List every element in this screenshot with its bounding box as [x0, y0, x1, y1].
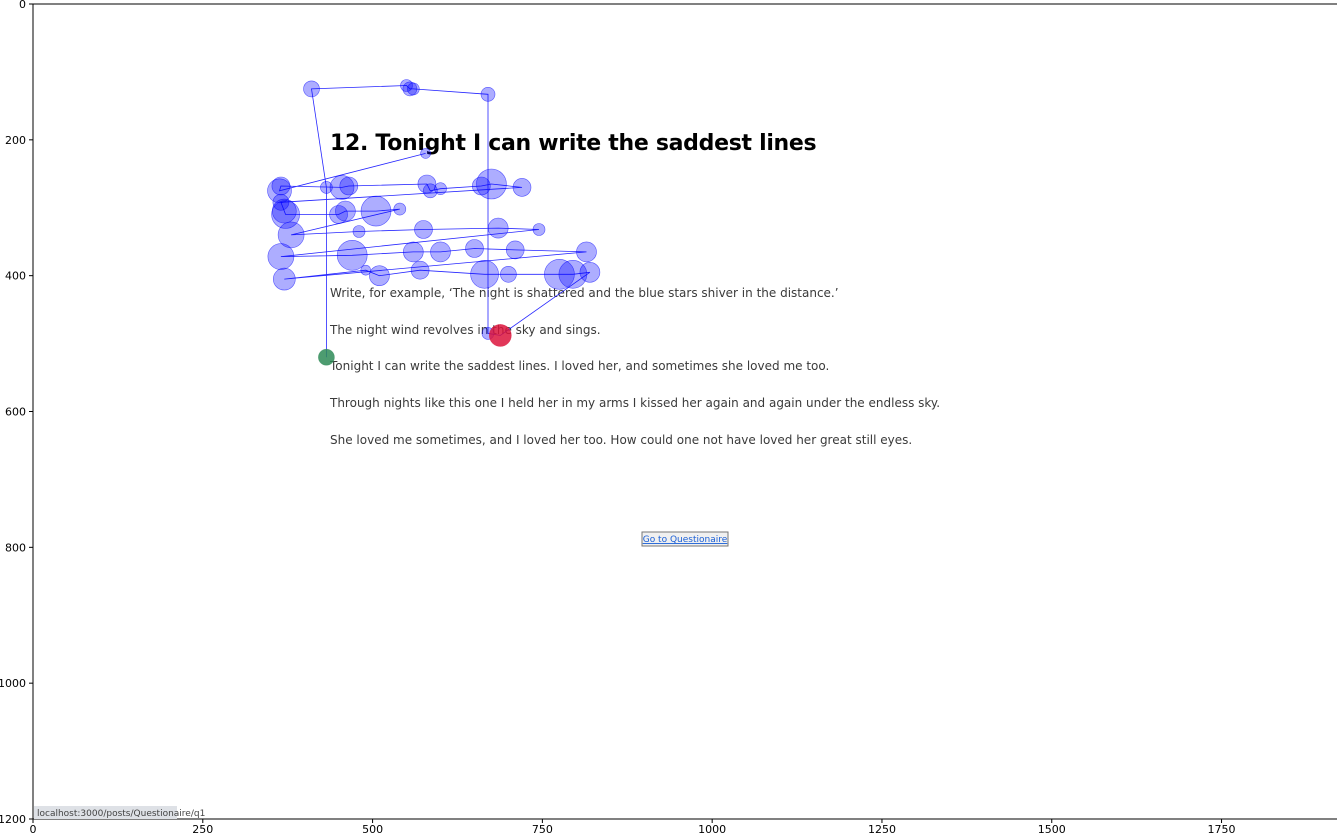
fixation-point: [422, 183, 438, 199]
fixation-point: [267, 178, 292, 204]
fixations: [267, 79, 601, 366]
status-bar: localhost:3000/posts/Questionaire/q1: [34, 806, 205, 819]
status-url: localhost:3000/posts/Questionaire/q1: [37, 809, 205, 819]
fixation-point: [335, 200, 356, 222]
fixation-point: [271, 176, 291, 196]
questionaire-button-label[interactable]: Go to Questionaire: [643, 535, 728, 545]
x-tick-label: 1250: [868, 823, 896, 836]
status-bar-bg: [34, 806, 177, 819]
x-tick-label: 500: [362, 823, 383, 836]
fixation-point: [470, 259, 499, 289]
fixation-point: [272, 267, 296, 291]
page-content: 12. Tonight I can write the saddest line…: [329, 131, 940, 547]
fixation-point: [532, 223, 546, 236]
x-tick-label: 1750: [1208, 823, 1236, 836]
x-tick-label: 1000: [698, 823, 726, 836]
y-tick-label: 800: [5, 541, 26, 554]
fixation-point: [320, 181, 333, 194]
poem-line: Through nights like this one I held her …: [329, 396, 940, 410]
poem-text: Write, for example, ‘The night is shatte…: [329, 286, 940, 447]
fixation-point: [271, 200, 300, 229]
x-tick-label: 750: [532, 823, 553, 836]
fixation-point: [465, 239, 484, 258]
fixation-point: [402, 241, 424, 263]
poem-line: The night wind revolves in the sky and s…: [329, 323, 601, 337]
fixation-point: [369, 265, 390, 287]
page-title: 12. Tonight I can write the saddest line…: [330, 131, 817, 156]
start-fixation-point: [318, 348, 335, 366]
fixation-point: [480, 87, 496, 102]
scanpath-line: [278, 85, 591, 358]
fixation-point: [402, 81, 418, 97]
fixation-point: [360, 195, 392, 227]
fixation-point: [417, 174, 437, 194]
fixation-point: [339, 176, 359, 196]
fixation-point: [414, 220, 433, 239]
fixation-point: [352, 225, 366, 238]
fixation-point: [406, 82, 420, 96]
poem-line: Tonight I can write the saddest lines. I…: [329, 359, 829, 373]
x-tick-label: 1500: [1038, 823, 1066, 836]
y-tick-label: 0: [19, 0, 26, 11]
y-tick-label: 200: [5, 134, 26, 147]
fixation-point: [277, 221, 305, 249]
poem-line: She loved me sometimes, and I loved her …: [330, 433, 912, 447]
questionaire-button-box[interactable]: [641, 531, 729, 547]
fixation-point: [434, 182, 447, 195]
fixation-point: [329, 205, 348, 224]
end-fixation-point: [488, 324, 512, 347]
fixation-point: [420, 148, 431, 159]
y-tick-label: 1000: [0, 677, 26, 690]
fixation-point: [505, 240, 525, 260]
fixation-point: [430, 241, 451, 263]
y-tick-label: 400: [5, 270, 26, 283]
fixation-point: [500, 265, 517, 283]
fixation-point: [544, 258, 575, 290]
y-tick-label: 600: [5, 406, 26, 419]
fixation-point: [579, 261, 601, 283]
fixation-point: [271, 198, 297, 224]
fixation-point: [400, 79, 413, 92]
y-tick-label: 1200: [0, 813, 26, 826]
fixation-point: [393, 202, 407, 216]
fixation-point: [410, 260, 430, 280]
fixation-point: [336, 240, 368, 271]
scanpath: [278, 85, 591, 358]
fixation-point: [576, 241, 597, 263]
fixation-point: [329, 175, 355, 200]
fixation-point: [272, 194, 290, 211]
x-tick-label: 0: [30, 823, 37, 836]
fixation-point: [558, 259, 588, 289]
fixation-point: [267, 243, 295, 270]
fixation-point: [476, 168, 507, 200]
fixation-point: [303, 80, 320, 98]
x-tick-label: 250: [192, 823, 213, 836]
fixation-point: [487, 217, 509, 239]
fixation-point: [512, 178, 532, 197]
poem-line: Write, for example, ‘The night is shatte…: [330, 286, 839, 300]
questionaire-button[interactable]: Go to Questionaire: [641, 531, 729, 547]
